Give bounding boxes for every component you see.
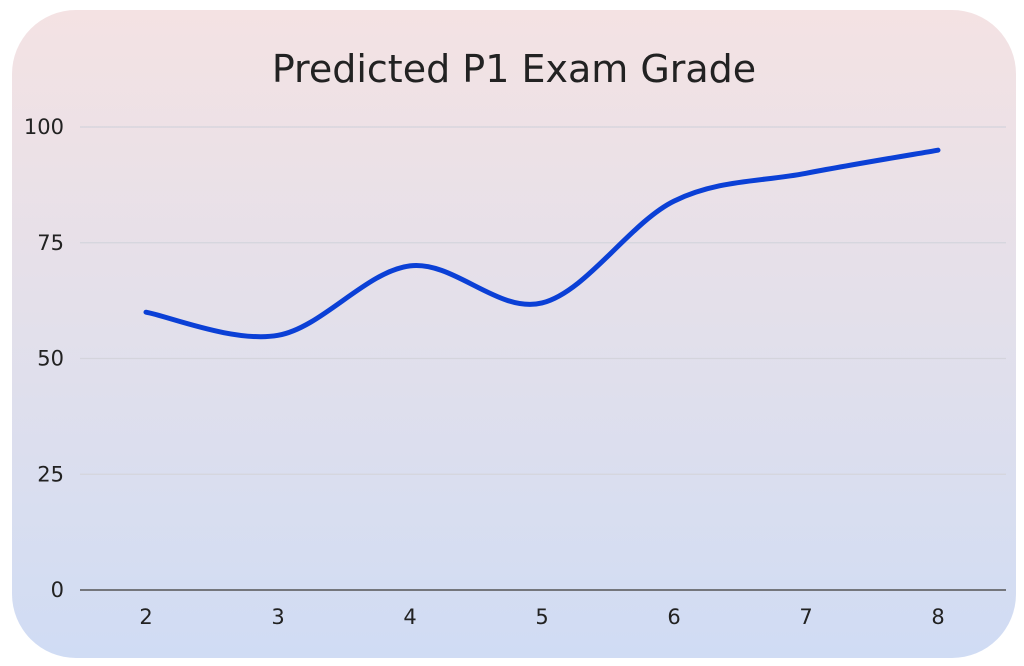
- data-point-x4: [408, 263, 413, 268]
- series-line-1: [143, 147, 941, 340]
- y-tick-label-50: 50: [37, 347, 64, 371]
- data-point-x7: [804, 171, 809, 176]
- x-tick-label-2: 2: [139, 605, 152, 629]
- data-point-x8: [936, 148, 941, 153]
- line-chart: Predicted P1 Exam Grade 0 25 50 75 100 2 3 4 5 6 7…: [24, 47, 1006, 629]
- series-lines: [143, 147, 941, 340]
- chart-title: Predicted P1 Exam Grade: [272, 47, 756, 91]
- data-point-x6: [672, 199, 677, 204]
- tick-labels: 0 25 50 75 100 2 3 4 5 6 7 8: [24, 115, 945, 629]
- chart-card: Predicted P1 Exam Grade 0 25 50 75 100 2 3 4 5 6 7…: [12, 10, 1016, 658]
- x-tick-label-6: 6: [667, 605, 680, 629]
- y-tick-label-25: 25: [37, 462, 64, 486]
- y-tick-label-0: 0: [51, 578, 64, 602]
- grid-lines: [80, 126, 1006, 475]
- data-point-x2: [144, 310, 149, 315]
- x-tick-label-4: 4: [403, 605, 416, 629]
- data-point-x5: [540, 300, 545, 305]
- x-tick-label-3: 3: [271, 605, 284, 629]
- y-tick-label-100: 100: [24, 115, 64, 139]
- data-point-x3: [276, 333, 281, 338]
- x-tick-label-7: 7: [799, 605, 812, 629]
- y-tick-label-75: 75: [37, 231, 64, 255]
- x-tick-label-8: 8: [931, 605, 944, 629]
- x-tick-label-5: 5: [535, 605, 548, 629]
